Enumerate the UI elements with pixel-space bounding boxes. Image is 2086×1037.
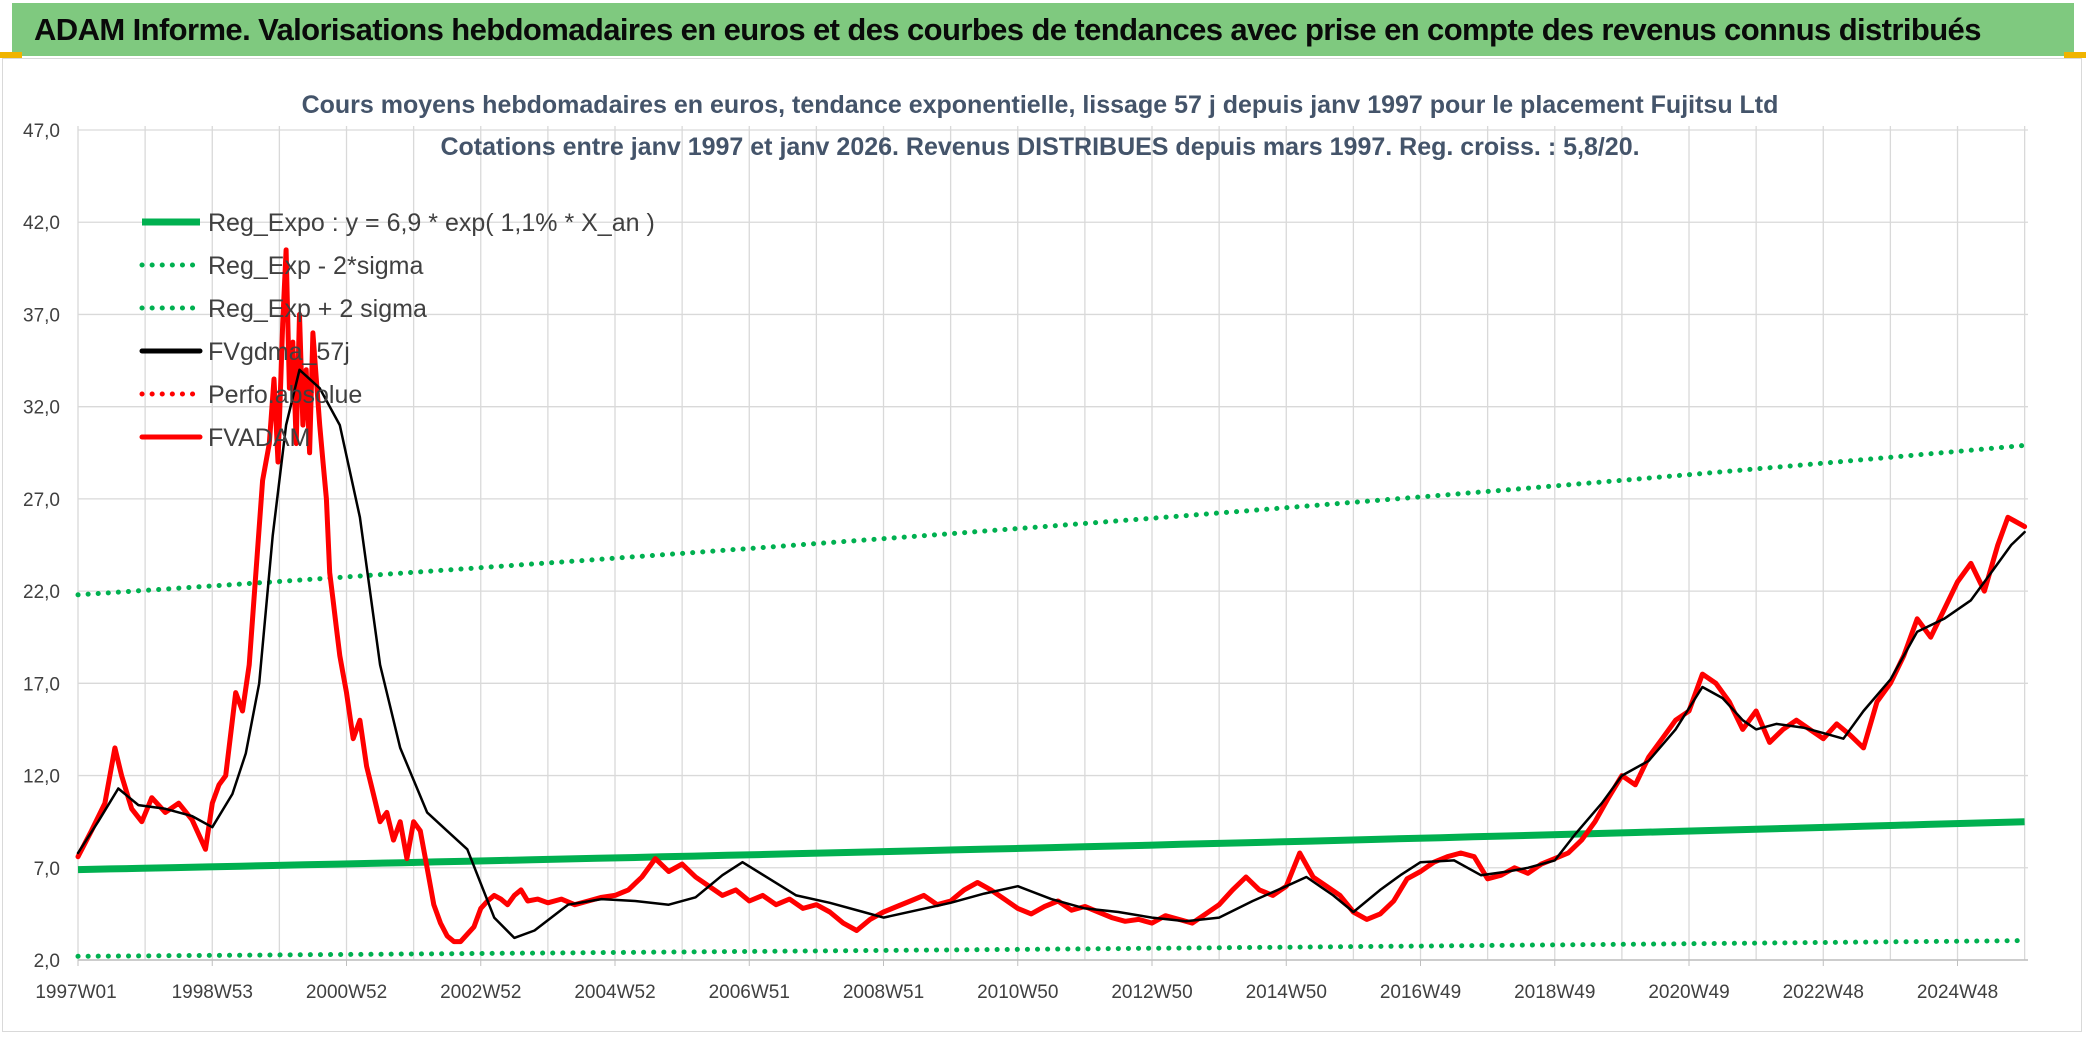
chart-frame: [2, 58, 2082, 1032]
left-corner-marker: [0, 52, 22, 58]
series-line-reg-exp-2-sigma: [75, 442, 2028, 598]
x-tick-label: 1998W53: [172, 982, 253, 1003]
x-tick-label: 2006W51: [709, 982, 790, 1003]
y-tick-label: 22,0: [23, 582, 60, 603]
x-tick-label: 1997W01: [35, 982, 116, 1003]
x-tick-label: 2014W50: [1246, 982, 1327, 1003]
chart-series: [75, 247, 2028, 959]
y-tick-label: 32,0: [23, 398, 60, 419]
right-corner-marker: [2064, 52, 2086, 58]
legend-label: FVgdma_57j: [208, 338, 350, 366]
x-tick-label: 2024W48: [1917, 982, 1998, 1003]
report-title: ADAM Informe. Valorisations hebdomadaire…: [34, 12, 1981, 47]
y-axis-ticks: 2,0 7,0 12,0 17,0 22,0 27,0 32,0 37,0 42,0 47,0: [23, 121, 60, 972]
legend-label: Reg_Exp - 2*sigma: [208, 252, 423, 280]
series-line-fvgdma-57j: [76, 368, 2026, 940]
y-tick-label: 17,0: [23, 674, 60, 695]
x-tick-label: 2020W49: [1648, 982, 1729, 1003]
x-tick-label: 2010W50: [977, 982, 1058, 1003]
x-tick-label: 2004W52: [574, 982, 655, 1003]
series-line-reg-exp-2-sigma: [75, 938, 2028, 959]
series-line-reg-expo-y-6-9-exp-1-1-x-an: [77, 818, 2025, 874]
x-tick-label: 2022W48: [1783, 982, 1864, 1003]
legend-label: FVADAM: [208, 424, 310, 452]
y-tick-label: 47,0: [23, 121, 60, 142]
x-tick-label: 2012W50: [1111, 982, 1192, 1003]
x-tick-label: 2018W49: [1514, 982, 1595, 1003]
x-tick-label: 2002W52: [440, 982, 521, 1003]
x-tick-label: 2016W49: [1380, 982, 1461, 1003]
legend-label: Reg_Exp + 2 sigma: [208, 295, 427, 323]
x-tick-label: 2008W51: [843, 982, 924, 1003]
y-tick-label: 27,0: [23, 490, 60, 511]
y-tick-label: 42,0: [23, 213, 60, 234]
chart-grid: [77, 126, 2028, 961]
y-tick-label: 7,0: [34, 859, 60, 880]
series-line-fvadam: [75, 247, 2028, 945]
y-tick-label: 12,0: [23, 767, 60, 788]
legend-label: Perfo.absolue: [208, 381, 362, 409]
legend-label: Reg_Expo : y = 6,9 * exp( 1,1% * X_an ): [208, 209, 655, 237]
chart-subtitle: Cotations entre janv 1997 et janv 2026. …: [440, 133, 1639, 161]
report-title-bar: ADAM Informe. Valorisations hebdomadaire…: [12, 3, 2074, 56]
x-axis-ticks: 1997W01 1998W53 2000W52 2002W52 2004W52 2006W…: [35, 960, 1998, 1003]
chart-title: Cours moyens hebdomadaires en euros, ten…: [302, 91, 1779, 119]
x-tick-label: 2000W52: [306, 982, 387, 1003]
chart-legend: Reg_Expo : y = 6,9 * exp( 1,1% * X_an ) R…: [139, 209, 655, 452]
y-tick-label: 37,0: [23, 305, 60, 326]
y-tick-label: 2,0: [34, 951, 60, 972]
